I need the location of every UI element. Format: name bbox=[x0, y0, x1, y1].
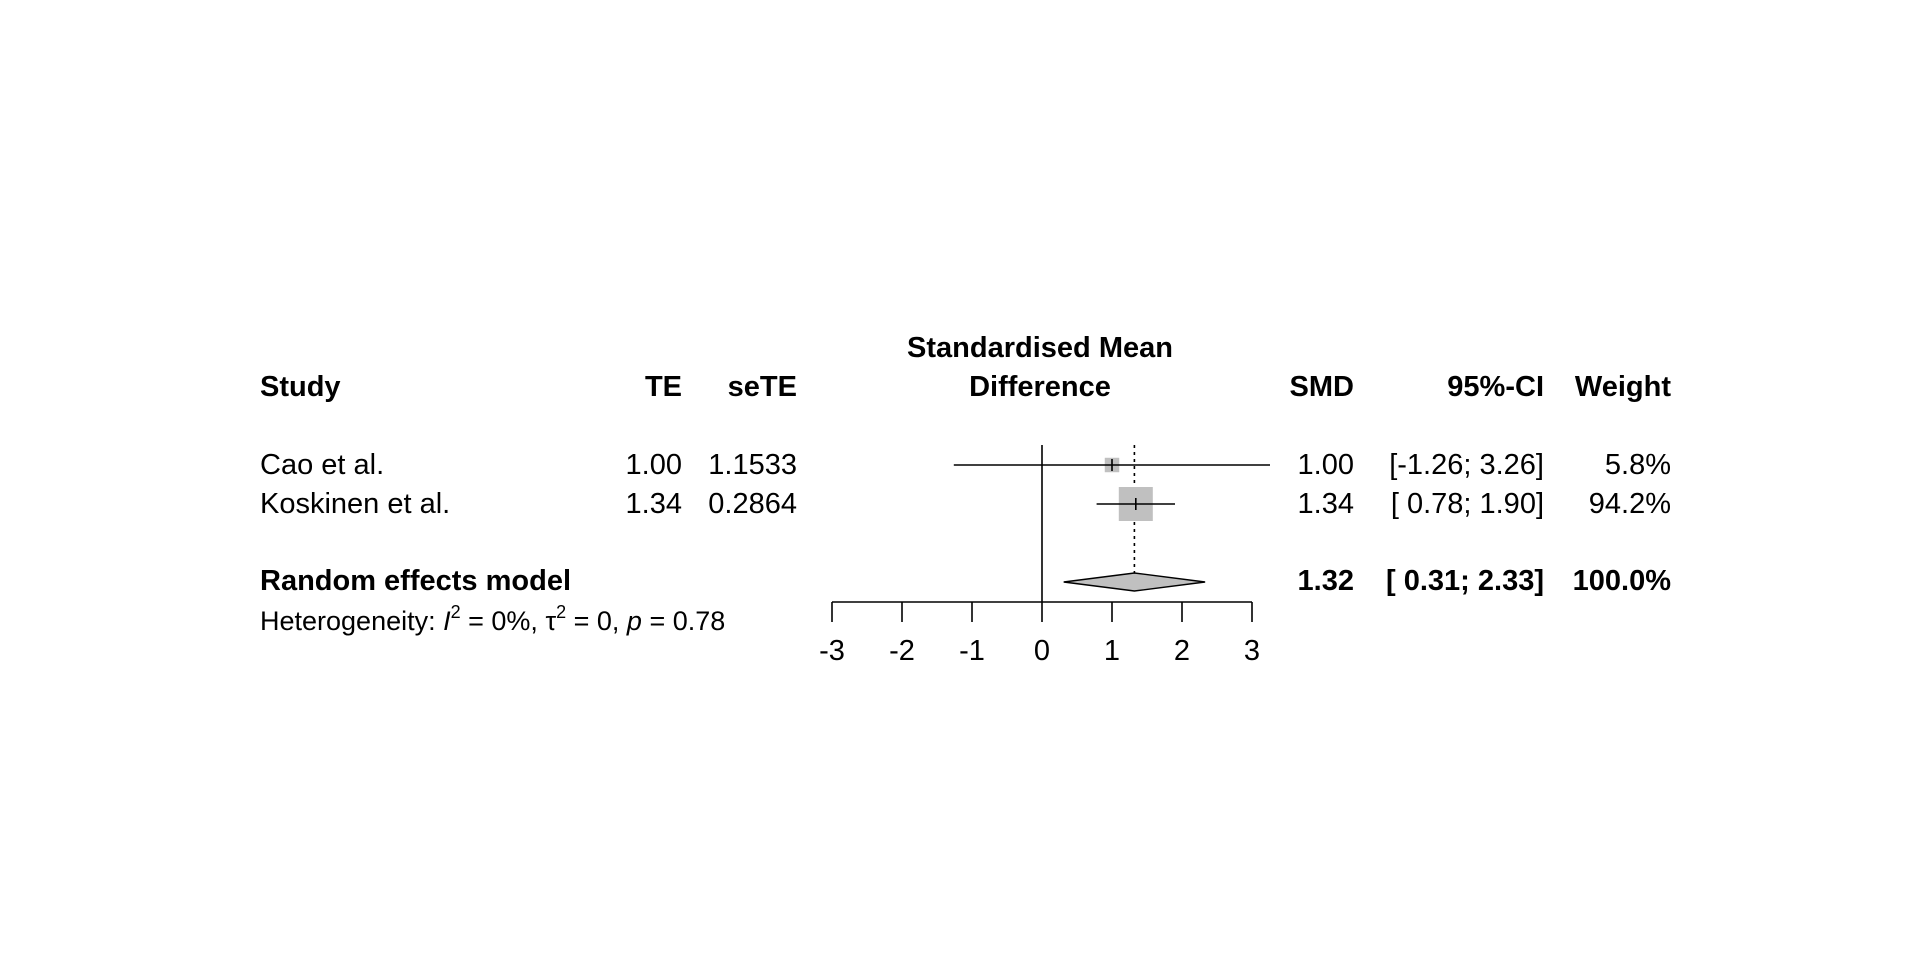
pooled-diamond bbox=[1063, 572, 1206, 592]
x-tick-label: -3 bbox=[819, 635, 845, 667]
x-tick-label: 1 bbox=[1104, 635, 1120, 667]
tau-value: = 0, bbox=[566, 606, 627, 636]
pooled-weight: 100.0% bbox=[1572, 565, 1671, 597]
pooled-smd: 1.32 bbox=[1297, 565, 1354, 597]
x-tick-label: -2 bbox=[889, 635, 915, 667]
x-tick-label: 2 bbox=[1174, 635, 1190, 667]
study-weight: 5.8% bbox=[1604, 449, 1671, 481]
p-value: = 0.78 bbox=[641, 606, 726, 636]
heterogeneity-text: Heterogeneity: I2 = 0%, τ2 = 0, p = 0.78 bbox=[260, 603, 726, 636]
study-name: Koskinen et al. bbox=[260, 488, 451, 520]
i2-superscript: 2 bbox=[450, 602, 461, 622]
i2-value: = 0%, bbox=[460, 606, 546, 636]
study-smd: 1.00 bbox=[1297, 449, 1354, 481]
study-ci: [-1.26; 3.26] bbox=[1389, 449, 1544, 481]
header-te: TE bbox=[644, 371, 682, 403]
i2-symbol: I bbox=[443, 606, 451, 636]
header-smd: SMD bbox=[1289, 371, 1354, 403]
header-weight: Weight bbox=[1574, 371, 1671, 403]
study-ci: [ 0.78; 1.90] bbox=[1390, 488, 1544, 520]
study-smd: 1.34 bbox=[1297, 488, 1354, 520]
header-study: Study bbox=[260, 371, 341, 403]
heterogeneity-prefix: Heterogeneity: bbox=[260, 606, 444, 636]
x-tick-label: 3 bbox=[1244, 635, 1260, 667]
study-weight: 94.2% bbox=[1588, 488, 1671, 520]
tau-symbol: τ bbox=[545, 606, 557, 636]
tau-superscript: 2 bbox=[556, 602, 567, 622]
x-tick-label: 0 bbox=[1034, 635, 1050, 667]
study-sete: 1.1533 bbox=[708, 449, 797, 481]
p-symbol: p bbox=[626, 606, 642, 636]
header-sete: seTE bbox=[727, 371, 797, 403]
study-name: Cao et al. bbox=[260, 449, 385, 481]
study-te: 1.00 bbox=[625, 449, 682, 481]
header-ci: 95%-CI bbox=[1447, 371, 1544, 403]
study-te: 1.34 bbox=[625, 488, 682, 520]
pooled-ci: [ 0.31; 2.33] bbox=[1386, 565, 1544, 597]
pooled-label: Random effects model bbox=[260, 565, 571, 597]
plot-title-line1: Standardised Mean bbox=[907, 332, 1173, 364]
x-tick-label: -1 bbox=[959, 635, 985, 667]
study-sete: 0.2864 bbox=[708, 488, 797, 520]
plot-title-line2: Difference bbox=[969, 371, 1111, 403]
